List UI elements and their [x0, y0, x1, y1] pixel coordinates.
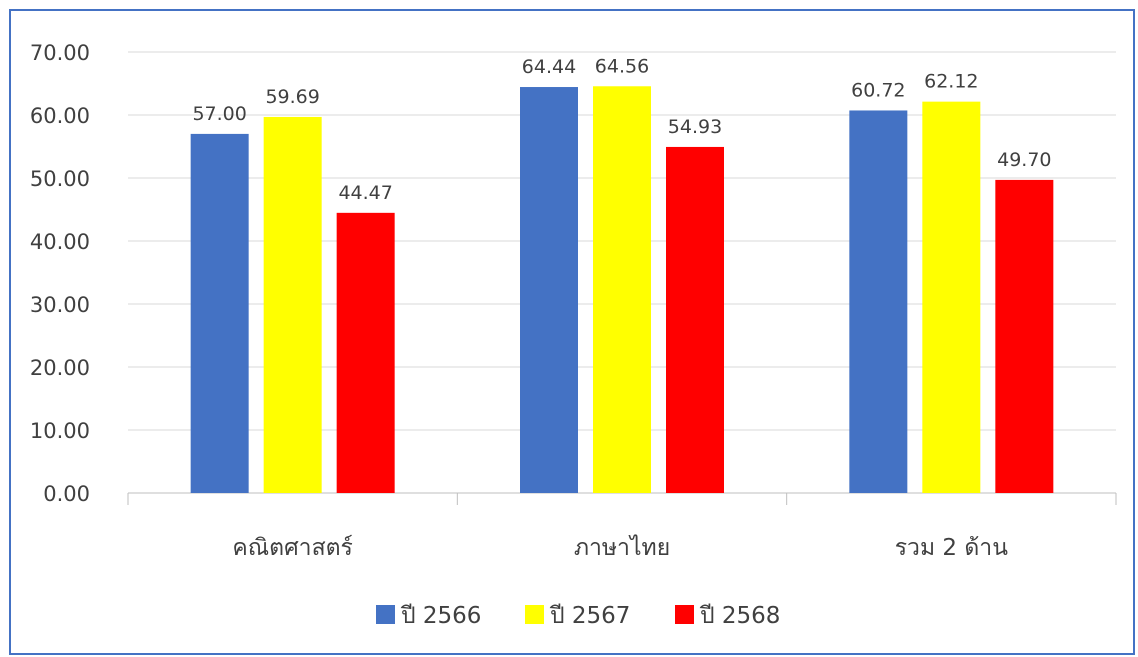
data-label: 57.00: [192, 103, 246, 125]
y-tick-label: 0.00: [43, 482, 90, 506]
y-tick-label: 40.00: [30, 230, 90, 254]
bar: [520, 87, 578, 493]
data-label: 54.93: [668, 116, 722, 138]
bar: [995, 179, 1054, 493]
legend-label: ปี 2568: [699, 603, 780, 629]
data-label: 49.70: [997, 149, 1051, 171]
data-label: 64.56: [595, 55, 649, 77]
bar: [190, 133, 249, 493]
legend-label: ปี 2567: [549, 603, 630, 629]
bar: [593, 86, 651, 493]
data-label: 60.72: [851, 79, 905, 101]
data-label: 59.69: [265, 86, 319, 108]
data-labels: 57.00 59.69 44.47 64.44 64.56 54.93 60.72 62.12…: [192, 55, 1051, 204]
legend-label: ปี 2566: [400, 603, 481, 629]
bars: [190, 86, 1054, 494]
data-label: 62.12: [924, 71, 978, 93]
bar: [263, 116, 322, 493]
y-tick-label: 70.00: [30, 41, 90, 65]
bar: [336, 212, 395, 494]
x-axis-category-labels: คณิตศาสตร์ ภาษาไทย รวม 2 ด้าน: [232, 534, 1008, 561]
legend-swatch: [525, 605, 544, 624]
category-label: ภาษาไทย: [574, 534, 670, 561]
y-axis-tick-labels: 0.00 10.00 20.00 30.00 40.00 50.00 60.00 70.00: [30, 41, 90, 506]
legend-swatch: [675, 605, 694, 624]
bar: [922, 101, 981, 494]
y-tick-label: 60.00: [30, 104, 90, 128]
y-tick-label: 20.00: [30, 356, 90, 380]
bar: [849, 110, 908, 494]
data-label: 44.47: [338, 182, 392, 204]
bar: [666, 146, 724, 494]
legend-swatch: [376, 605, 395, 624]
y-tick-label: 10.00: [30, 419, 90, 443]
data-label: 64.44: [522, 56, 576, 78]
y-tick-label: 30.00: [30, 293, 90, 317]
category-label: คณิตศาสตร์: [232, 534, 353, 561]
legend: ปี 2566 ปี 2567 ปี 2568: [376, 603, 780, 629]
category-label: รวม 2 ด้าน: [895, 535, 1009, 561]
y-tick-label: 50.00: [30, 167, 90, 191]
